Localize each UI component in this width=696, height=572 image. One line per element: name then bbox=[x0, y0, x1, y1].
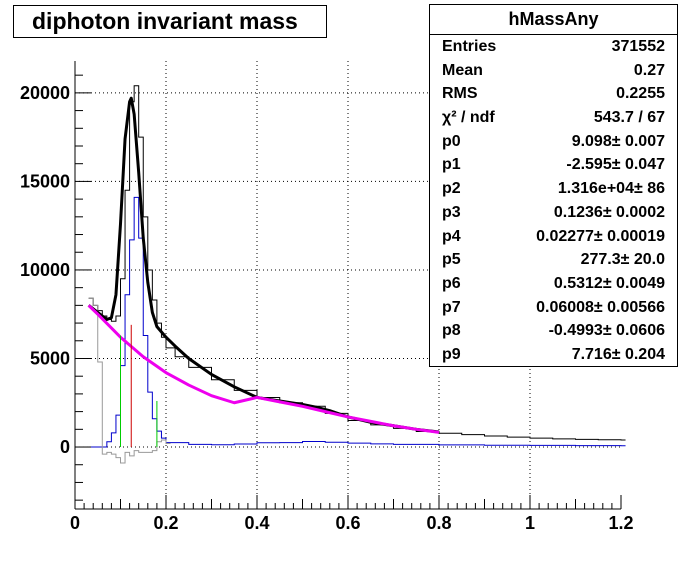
x-tick-label: 0.2 bbox=[153, 513, 178, 533]
stats-value: 0.06008± 0.00566 bbox=[536, 298, 665, 316]
stats-row: p4 0.02277± 0.00019 bbox=[430, 225, 677, 249]
stats-row: RMS 0.2255 bbox=[430, 82, 677, 106]
y-tick-label: 5000 bbox=[30, 348, 70, 368]
stats-value: 277.3± 20.0 bbox=[580, 251, 665, 269]
stats-row: p3 0.1236± 0.0002 bbox=[430, 201, 677, 225]
stats-value: -2.595± 0.047 bbox=[566, 156, 665, 174]
fit-curve-3 bbox=[87, 96, 440, 434]
stats-row: p8 -0.4993± 0.0606 bbox=[430, 319, 677, 343]
fit-curve-4 bbox=[87, 304, 440, 434]
x-tick-label: 0.8 bbox=[426, 513, 451, 533]
stats-label: p0 bbox=[442, 132, 461, 150]
stats-value: 9.098± 0.007 bbox=[571, 132, 665, 150]
stats-label: p6 bbox=[442, 274, 461, 292]
stats-label: χ² / ndf bbox=[442, 109, 495, 127]
x-tick-label: 1 bbox=[525, 513, 535, 533]
stats-label: RMS bbox=[442, 85, 478, 103]
stats-label: p3 bbox=[442, 203, 461, 221]
stats-rows: Entries 371552 Mean 0.27 RMS 0.2255 χ² / ndf 54… bbox=[430, 35, 677, 367]
stats-value: 0.27 bbox=[633, 61, 665, 79]
x-tick-label: 1.2 bbox=[608, 513, 633, 533]
stats-value: 0.2255 bbox=[616, 85, 665, 103]
y-tick-label: 15000 bbox=[20, 171, 70, 191]
stats-value: 543.7 / 67 bbox=[593, 109, 665, 127]
stats-label: p7 bbox=[442, 298, 461, 316]
stats-value: 0.5312± 0.0049 bbox=[553, 274, 665, 292]
stats-row: p1 -2.595± 0.047 bbox=[430, 153, 677, 177]
stats-value: 0.1236± 0.0002 bbox=[553, 203, 665, 221]
stats-label: p4 bbox=[442, 227, 461, 245]
y-tick-label: 20000 bbox=[20, 83, 70, 103]
plot-title: diphoton invariant mass bbox=[13, 5, 327, 38]
stats-label: p1 bbox=[442, 156, 461, 174]
stats-value: -0.4993± 0.0606 bbox=[548, 322, 665, 340]
stats-value: 1.316e+04± 86 bbox=[557, 180, 665, 198]
y-tick-label: 10000 bbox=[20, 260, 70, 280]
stats-label: Mean bbox=[442, 61, 483, 79]
stats-value: 7.716± 0.204 bbox=[571, 345, 665, 363]
stats-label: p9 bbox=[442, 345, 461, 363]
stats-row: p5 277.3± 20.0 bbox=[430, 248, 677, 272]
stats-label: p2 bbox=[442, 180, 461, 198]
stats-row: χ² / ndf 543.7 / 67 bbox=[430, 106, 677, 130]
stats-value: 371552 bbox=[611, 38, 665, 55]
stats-label: p5 bbox=[442, 251, 461, 269]
stats-row: p7 0.06008± 0.00566 bbox=[430, 296, 677, 320]
stats-row: p0 9.098± 0.007 bbox=[430, 130, 677, 154]
stats-label: p8 bbox=[442, 322, 461, 340]
stats-row: p9 7.716± 0.204 bbox=[430, 343, 677, 367]
stats-value: 0.02277± 0.00019 bbox=[536, 227, 665, 245]
x-tick-label: 0 bbox=[70, 513, 80, 533]
stats-label: Entries bbox=[442, 38, 497, 55]
stats-box: hMassAny Entries 371552 Mean 0.27 RMS 0.2255 χ… bbox=[429, 4, 678, 367]
stats-title: hMassAny bbox=[430, 5, 677, 35]
x-tick-label: 0.4 bbox=[244, 513, 269, 533]
plot-title-text: diphoton invariant mass bbox=[32, 8, 298, 34]
stats-row: Mean 0.27 bbox=[430, 59, 677, 83]
y-tick-label: 0 bbox=[60, 437, 70, 457]
stats-row: Entries 371552 bbox=[430, 35, 677, 59]
stats-row: p2 1.316e+04± 86 bbox=[430, 177, 677, 201]
x-tick-label: 0.6 bbox=[335, 513, 360, 533]
stats-row: p6 0.5312± 0.0049 bbox=[430, 272, 677, 296]
